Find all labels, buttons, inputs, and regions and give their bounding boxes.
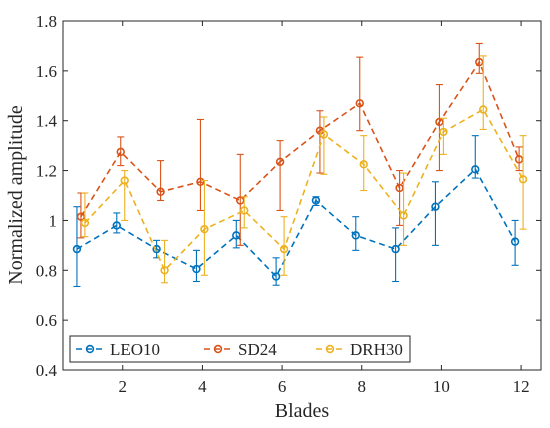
data-point-sd24	[196, 177, 205, 186]
error-bar-sd24	[316, 110, 324, 174]
error-bar-drh30	[439, 117, 447, 155]
x-tick-label: 8	[358, 377, 367, 396]
legend-item-leo10: LEO10	[76, 340, 160, 359]
error-bar-leo10	[352, 216, 360, 251]
data-point-leo10	[112, 221, 121, 230]
error-bar-sd24	[276, 140, 284, 212]
data-point-leo10	[232, 231, 241, 240]
y-axis-label: Normalized amplitude	[5, 105, 27, 285]
data-point-leo10	[391, 244, 400, 254]
x-tick-label: 12	[513, 377, 530, 396]
series-line-drh30	[84, 108, 524, 272]
error-bar-leo10	[471, 135, 479, 179]
data-point-leo10	[152, 244, 161, 254]
data-point-sd24	[156, 187, 165, 196]
series-sd24	[76, 42, 524, 246]
data-point-leo10	[510, 237, 520, 246]
data-point-drh30	[279, 244, 289, 254]
data-point-leo10	[192, 264, 201, 274]
error-bar-sd24	[117, 136, 125, 167]
y-tick-label: 1.4	[36, 112, 58, 131]
data-point-drh30	[319, 130, 329, 139]
data-point-drh30	[518, 175, 528, 184]
series-line-sd24	[80, 60, 520, 218]
data-point-sd24	[435, 117, 444, 127]
x-axis-label: Blades	[275, 400, 330, 422]
x-tick-label: 10	[433, 377, 450, 396]
y-tick-label: 0.6	[36, 311, 57, 330]
plot-area	[63, 21, 541, 370]
y-tick-label: 1	[49, 211, 58, 230]
error-bar-leo10	[511, 219, 519, 266]
error-bar-drh30	[161, 239, 169, 284]
data-point-drh30	[160, 266, 169, 275]
error-bar-drh30	[479, 55, 487, 130]
x-tick-label: 4	[198, 377, 207, 396]
error-bar-sd24	[196, 118, 204, 212]
error-bar-sd24	[157, 160, 165, 202]
legend-label-drh30: DRH30	[350, 340, 403, 359]
error-bar-drh30	[360, 135, 368, 192]
data-point-sd24	[475, 57, 484, 67]
data-point-drh30	[359, 160, 368, 169]
legend-marker-leo10	[85, 344, 95, 354]
error-bar-sd24	[435, 84, 443, 172]
x-tick-label: 6	[278, 377, 287, 396]
data-point-sd24	[116, 147, 125, 157]
data-point-drh30	[240, 206, 249, 215]
data-point-drh30	[120, 176, 129, 185]
y-tick-label: 0.8	[36, 261, 57, 280]
legend-marker-drh30	[325, 344, 335, 354]
legend-marker-sd24	[213, 344, 223, 354]
data-point-leo10	[72, 244, 82, 254]
data-point-sd24	[236, 196, 245, 205]
data-point-sd24	[355, 99, 364, 108]
data-point-drh30	[200, 224, 209, 234]
axes-frame	[62, 20, 542, 371]
series-leo10	[72, 135, 520, 288]
data-point-drh30	[439, 127, 448, 137]
data-point-sd24	[514, 155, 524, 164]
legend-item-sd24: SD24	[204, 340, 277, 359]
data-point-sd24	[76, 212, 86, 221]
y-tick-label: 1.6	[36, 62, 57, 81]
data-point-leo10	[311, 196, 321, 205]
data-point-drh30	[399, 211, 408, 220]
data-point-leo10	[471, 165, 480, 174]
error-bar-sd24	[236, 153, 244, 246]
legend-box	[69, 335, 411, 363]
error-bar-drh30	[200, 179, 208, 276]
data-point-leo10	[431, 202, 440, 211]
legend-label-leo10: LEO10	[110, 340, 160, 359]
data-point-sd24	[395, 183, 404, 193]
error-bar-drh30	[81, 192, 89, 238]
data-point-leo10	[351, 231, 360, 240]
error-bar-leo10	[431, 181, 439, 246]
error-bar-leo10	[392, 227, 400, 283]
data-point-drh30	[80, 218, 90, 228]
error-bar-leo10	[73, 206, 81, 288]
series-line-leo10	[76, 168, 516, 278]
y-tick-label: 1.2	[36, 162, 57, 181]
legend-label-sd24: SD24	[238, 340, 277, 359]
y-tick-label: 0.4	[36, 361, 58, 380]
error-bar-sd24	[356, 56, 364, 132]
error-bar-drh30	[320, 116, 328, 175]
error-bar-leo10	[232, 219, 240, 249]
data-point-leo10	[271, 272, 281, 281]
data-point-sd24	[275, 157, 285, 167]
series-drh30	[80, 55, 528, 284]
data-point-drh30	[479, 105, 488, 114]
x-tick-label: 2	[119, 377, 128, 396]
error-bar-drh30	[121, 170, 129, 221]
error-bar-drh30	[240, 196, 248, 229]
error-bar-sd24	[515, 146, 523, 172]
legend-item-drh30: DRH30	[316, 340, 403, 359]
y-tick-label: 1.8	[36, 12, 57, 31]
error-bar-drh30	[400, 172, 408, 246]
